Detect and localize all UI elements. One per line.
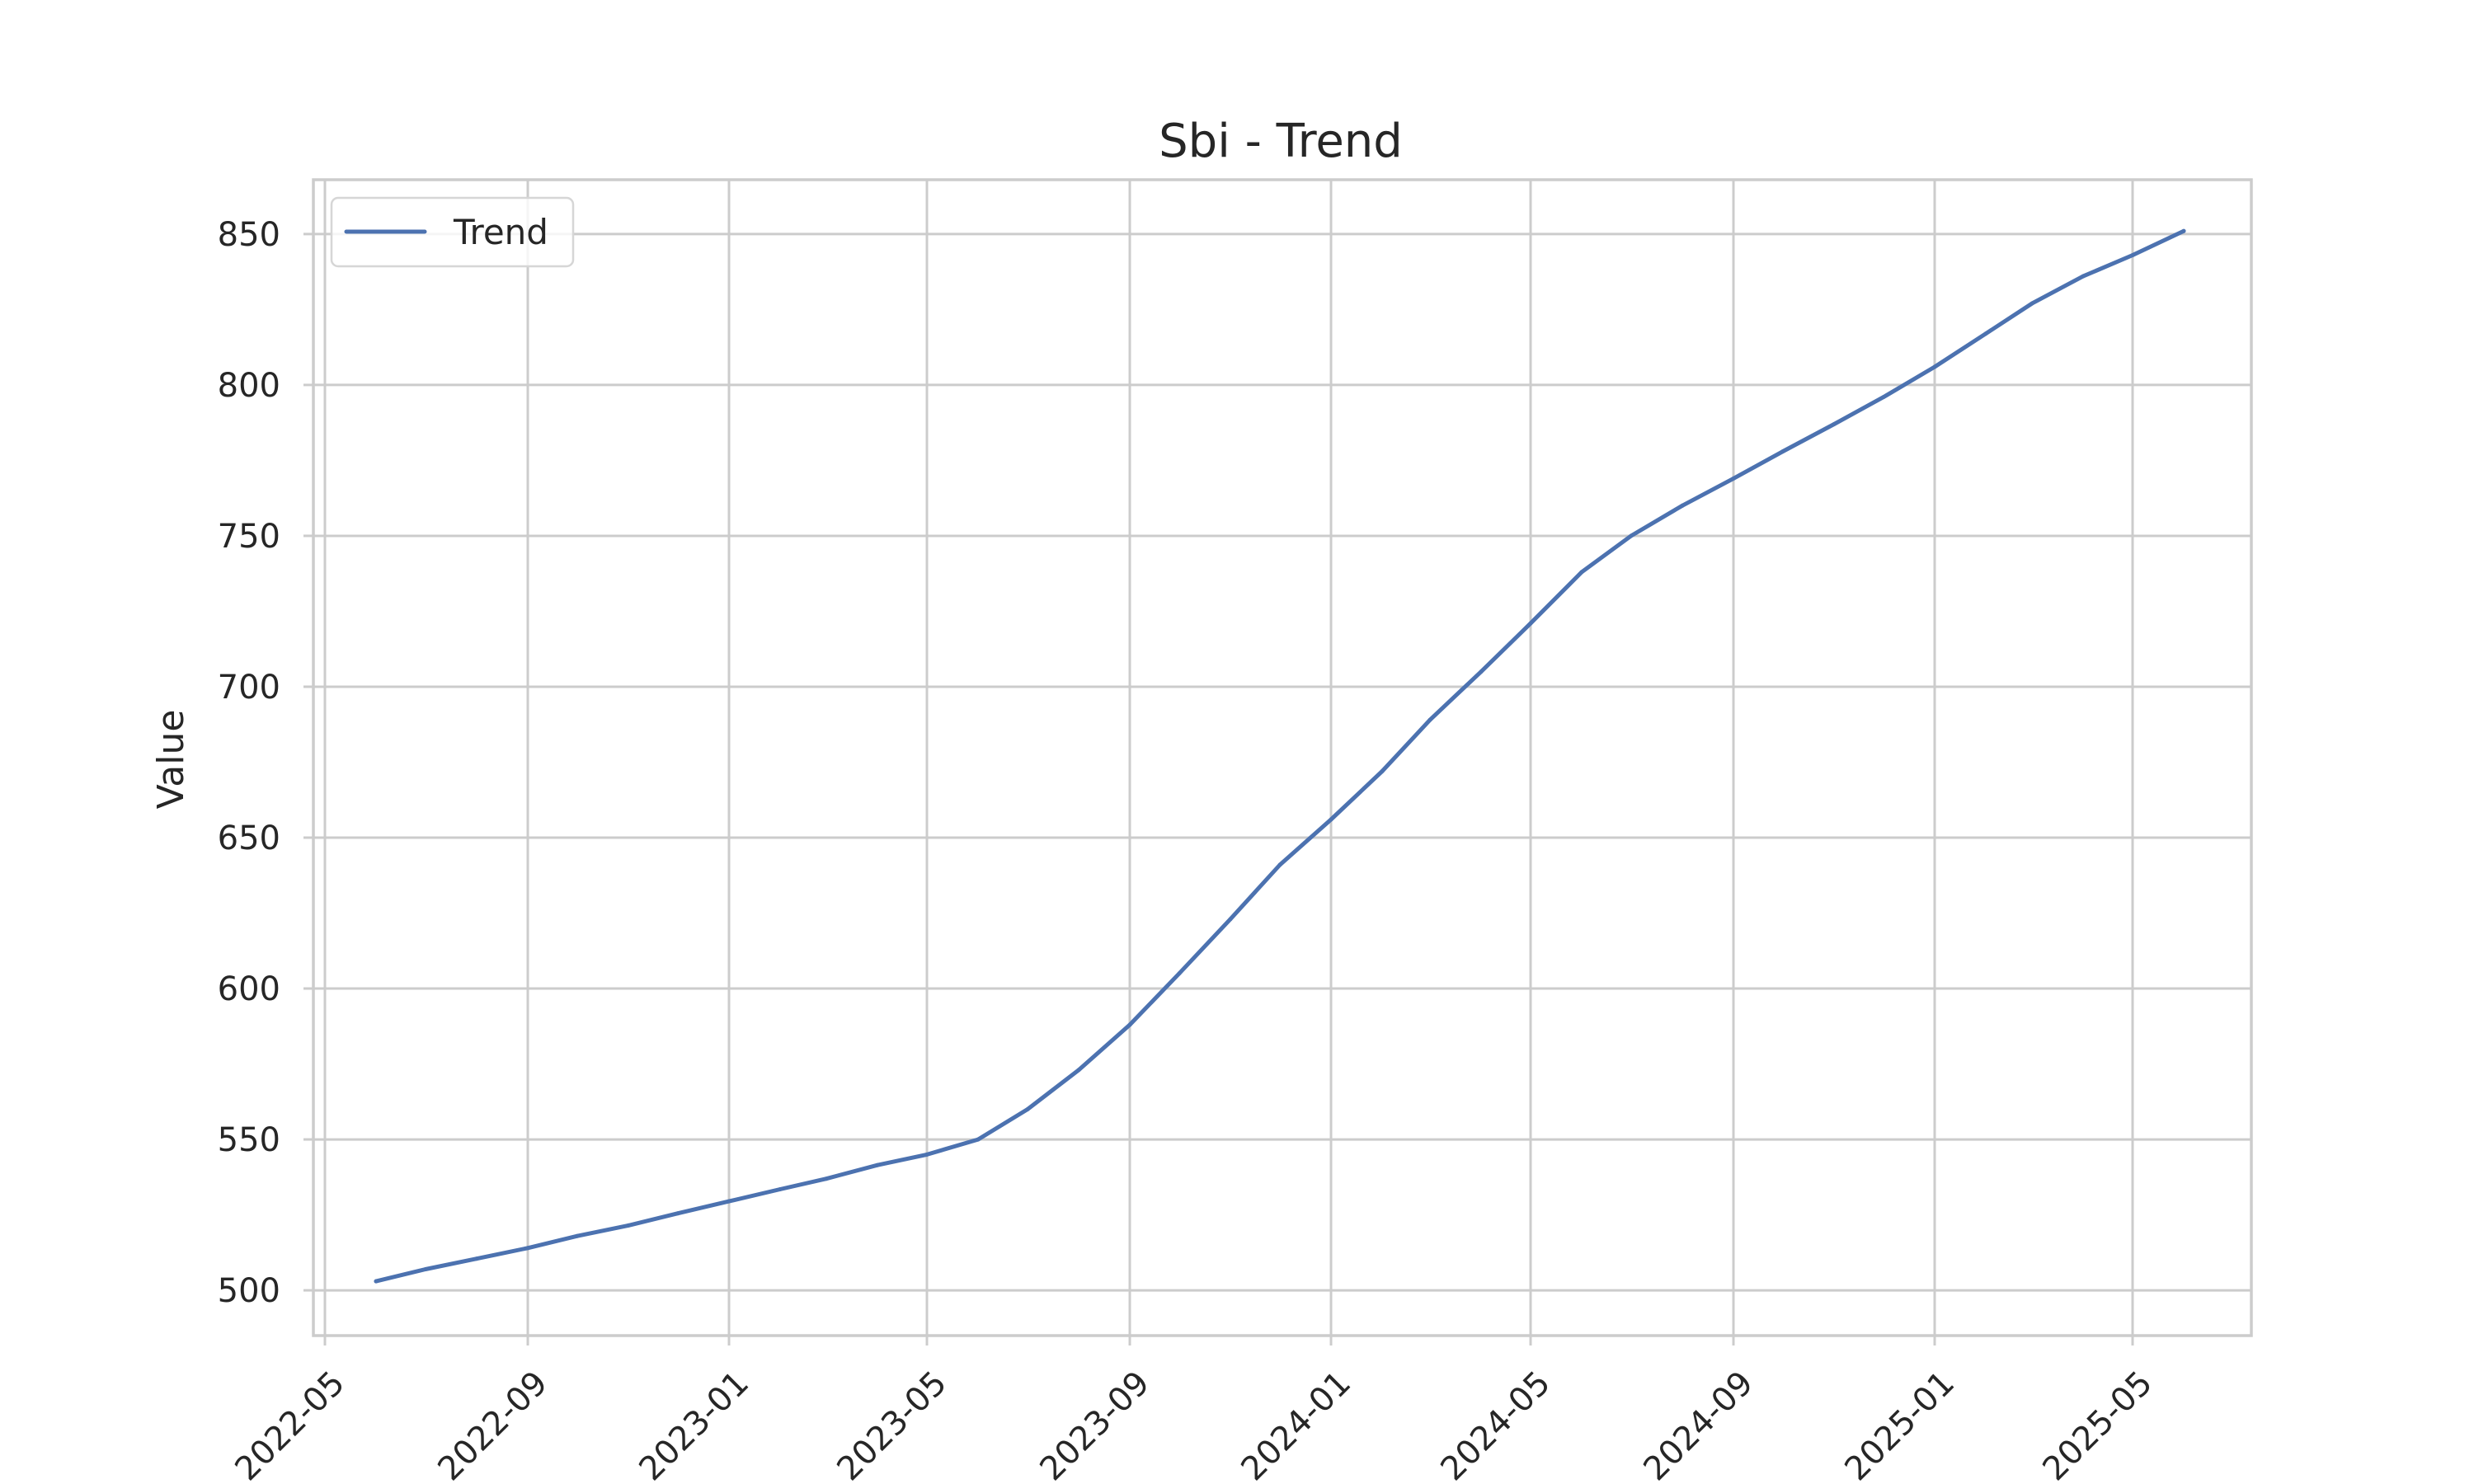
x-tick-label: 2025-05 <box>2035 1364 2160 1484</box>
data-point <box>1277 862 1282 867</box>
grid-lines <box>313 180 2251 1336</box>
plot-frame <box>312 178 2253 1337</box>
data-point <box>778 1187 783 1191</box>
data-point <box>1528 621 1533 626</box>
data-point <box>2081 274 2086 279</box>
data-point <box>423 1267 428 1271</box>
data-point <box>1228 917 1233 922</box>
series-layer <box>374 228 2186 1284</box>
y-tick-label: 500 <box>218 1272 280 1310</box>
data-point <box>525 1246 530 1251</box>
x-tick-label: 2023-01 <box>632 1364 756 1484</box>
x-tick-label: 2024-05 <box>1433 1364 1558 1484</box>
data-point <box>1380 769 1385 773</box>
data-point <box>1127 1022 1132 1027</box>
data-point <box>1780 449 1785 453</box>
y-tick-label: 800 <box>218 367 280 405</box>
data-point <box>1680 503 1685 508</box>
y-tick-label: 550 <box>218 1121 280 1159</box>
data-point <box>2181 228 2186 233</box>
data-point <box>675 1211 680 1216</box>
data-point <box>1881 395 1886 400</box>
chart-title: Sbi - Trend <box>1159 115 1403 168</box>
data-point <box>374 1279 379 1284</box>
y-tick-label: 850 <box>218 216 280 254</box>
x-tick-label: 2023-09 <box>1032 1364 1157 1484</box>
data-point <box>1427 717 1432 722</box>
x-tick-label: 2022-09 <box>430 1364 555 1484</box>
data-point <box>1025 1107 1030 1111</box>
data-point <box>976 1137 981 1142</box>
y-axis-label: Value <box>150 710 192 810</box>
data-point <box>1329 817 1333 822</box>
y-tick-label: 750 <box>218 518 280 556</box>
x-tick-label: 2024-09 <box>1636 1364 1761 1484</box>
data-point <box>1932 364 1937 369</box>
data-point <box>626 1223 631 1228</box>
data-point <box>875 1162 880 1167</box>
legend-label-trend: Trend <box>453 212 548 252</box>
data-point <box>575 1233 580 1238</box>
legend: Trend <box>330 196 575 268</box>
data-point <box>1731 476 1736 481</box>
y-tick-label: 650 <box>218 819 280 857</box>
data-point <box>2030 301 2034 306</box>
x-tick-label: 2022-05 <box>228 1364 352 1484</box>
y-tick-label: 600 <box>218 970 280 1008</box>
data-point <box>924 1152 929 1157</box>
data-point <box>1479 669 1484 674</box>
x-tick-label: 2023-05 <box>830 1364 954 1484</box>
series-line-trend <box>374 228 2186 1284</box>
y-tick-label: 700 <box>218 669 280 707</box>
legend-box <box>330 196 575 268</box>
data-point <box>2130 253 2135 257</box>
data-point <box>727 1199 731 1204</box>
data-point <box>1832 422 1837 426</box>
data-point <box>474 1256 479 1261</box>
data-point <box>1579 570 1584 575</box>
x-tick-label: 2024-01 <box>1234 1364 1358 1484</box>
data-point <box>1629 533 1634 538</box>
x-tick-label: 2025-01 <box>1837 1364 1962 1484</box>
data-point <box>1076 1068 1081 1073</box>
data-point <box>1177 971 1182 976</box>
data-point <box>1983 331 1988 336</box>
data-point <box>824 1176 829 1181</box>
